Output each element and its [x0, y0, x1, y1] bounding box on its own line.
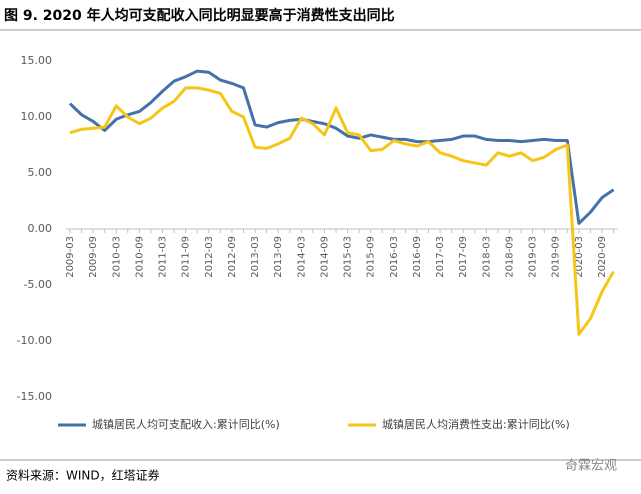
x-tick-label: 2017-03	[435, 236, 446, 278]
watermark: 奇霖宏观	[565, 458, 617, 474]
x-tick-label: 2009-03	[65, 236, 76, 278]
x-tick-label: 2016-03	[389, 236, 400, 278]
x-tick-label: 2013-03	[250, 236, 261, 278]
y-tick-label: 15.00	[21, 54, 53, 67]
y-tick-label: -5.00	[24, 278, 52, 291]
x-tick-label: 2018-09	[504, 236, 515, 278]
y-tick-label: 5.00	[28, 166, 53, 179]
x-tick-label: 2010-03	[111, 236, 122, 278]
y-tick-label: 10.00	[21, 110, 53, 123]
y-tick-label: 0.00	[28, 222, 53, 235]
legend-label: 城镇居民人均可支配收入:累计同比(%)	[92, 417, 280, 431]
x-tick-label: 2009-09	[88, 236, 99, 278]
chart-title: 图 9. 2020 年人均可支配收入同比明显要高于消费性支出同比	[4, 7, 395, 24]
x-tick-label: 2015-09	[366, 236, 377, 278]
x-tick-label: 2020-03	[574, 236, 585, 278]
x-tick-label: 2011-09	[181, 236, 192, 278]
x-tick-label: 2020-09	[597, 236, 608, 278]
x-tick-label: 2013-09	[273, 236, 284, 278]
y-tick-label: -15.00	[17, 390, 52, 403]
x-tick-label: 2014-09	[319, 236, 330, 278]
x-tick-label: 2012-09	[227, 236, 238, 278]
x-tick-label: 2019-09	[551, 236, 562, 278]
x-tick-label: 2018-03	[481, 236, 492, 278]
x-tick-label: 2012-03	[204, 236, 215, 278]
series-line	[69, 86, 615, 336]
x-tick-label: 2011-03	[158, 236, 169, 278]
x-tick-label: 2010-09	[134, 236, 145, 278]
legend-label: 城镇居民人均消费性支出:累计同比(%)	[382, 417, 570, 431]
source: 资料来源：WIND，红塔证券	[6, 468, 160, 483]
x-tick-label: 2014-03	[296, 236, 307, 278]
x-tick-label: 2019-03	[528, 236, 539, 278]
x-tick-label: 2017-09	[458, 236, 469, 278]
x-tick-label: 2016-09	[412, 236, 423, 278]
series-line	[68, 69, 615, 225]
x-tick-label: 2015-03	[343, 236, 354, 278]
y-tick-label: -10.00	[17, 334, 52, 347]
